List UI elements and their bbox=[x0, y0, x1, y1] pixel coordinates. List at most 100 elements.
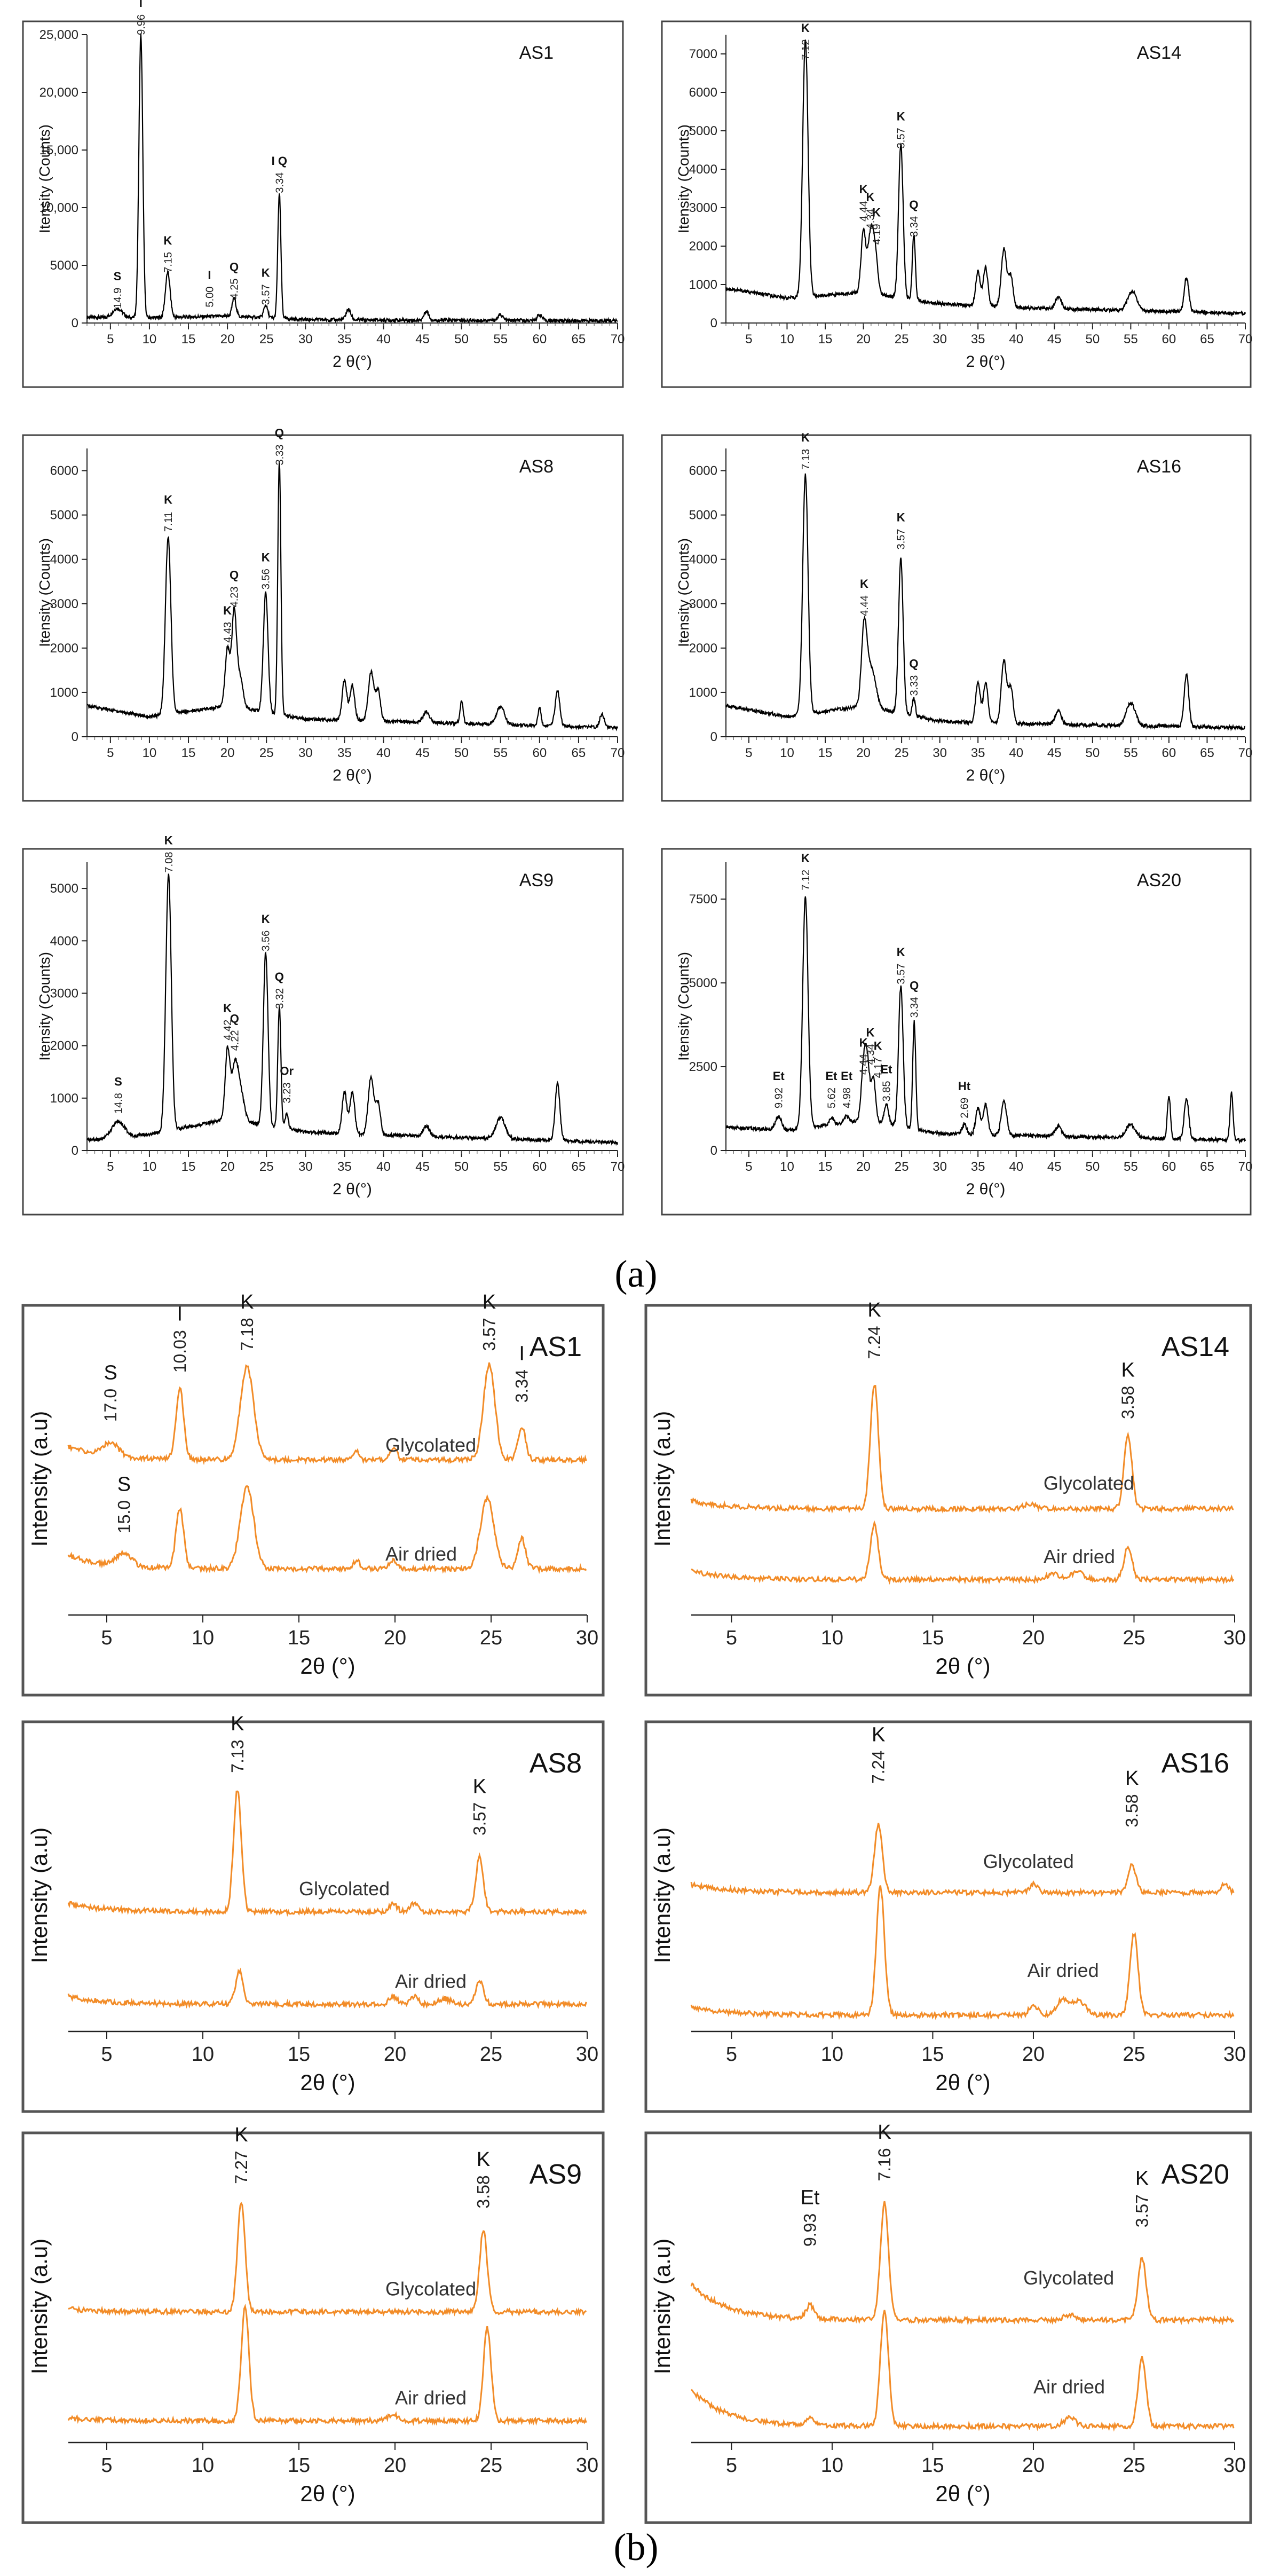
peak-phase: I bbox=[177, 1303, 183, 1326]
x-axis-label: 2 θ(°) bbox=[966, 1180, 1006, 1198]
y-axis-label: Intensity (a.u) bbox=[650, 1827, 675, 1963]
y-axis-label: Itensity (Counts) bbox=[675, 952, 692, 1061]
x-tick-label: 40 bbox=[1009, 1160, 1023, 1174]
peak-phase: S bbox=[114, 1075, 122, 1088]
chart-panel-1: AS1 5 10 15 20 25 30 35 40 45 50 55 60 65 70 2 θ(°) 0 500… bbox=[22, 0, 625, 388]
peak-label: 3.57 K bbox=[1133, 2168, 1152, 2228]
x-axis-label: 2θ (°) bbox=[935, 2481, 990, 2506]
series-trace-glycolated bbox=[690, 1385, 1234, 1514]
peak-phase: K bbox=[477, 2148, 490, 2171]
x-tick-label: 5 bbox=[726, 2043, 737, 2066]
peak-phase: K bbox=[866, 191, 874, 204]
y-tick-label: 7000 bbox=[689, 47, 717, 61]
peak-label: 10.03 I bbox=[170, 1303, 189, 1373]
peak-d-spacing: 3.33 bbox=[908, 675, 920, 696]
peak-phase: K bbox=[897, 946, 905, 959]
peak-d-spacing: 4.43 bbox=[222, 622, 234, 643]
x-tick-label: 5 bbox=[101, 1627, 112, 1649]
x-tick-label: 5 bbox=[101, 2043, 112, 2066]
peak-phase: K bbox=[234, 2124, 248, 2146]
panel-frame bbox=[22, 434, 624, 802]
peak-phase: K bbox=[163, 234, 172, 247]
x-tick-label: 5 bbox=[726, 1627, 737, 1649]
y-tick-label: 4000 bbox=[50, 553, 78, 567]
peak-d-spacing: 3.32 bbox=[274, 988, 286, 1009]
peak-label: 3.85 Et bbox=[880, 1063, 892, 1102]
x-tick-label: 65 bbox=[1200, 332, 1214, 346]
x-tick-label: 30 bbox=[298, 332, 313, 346]
x-tick-label: 5 bbox=[107, 1160, 114, 1174]
peak-phase: K bbox=[866, 1026, 874, 1039]
peak-phase: Q bbox=[909, 657, 918, 671]
peak-label: 3.58 K bbox=[1123, 1767, 1142, 1827]
peak-d-spacing: 4.44 bbox=[858, 1054, 870, 1075]
x-tick-label: 15 bbox=[921, 1627, 944, 1649]
series-label: Glycolated bbox=[983, 1850, 1074, 1872]
y-tick-label: 0 bbox=[710, 1144, 717, 1158]
peak-label: 7.11 K bbox=[163, 493, 175, 532]
x-tick-label: 30 bbox=[576, 2454, 598, 2477]
panel-frame bbox=[21, 1304, 605, 1697]
peak-label: 4.22 Q bbox=[229, 1012, 241, 1051]
peak-d-spacing: 7.24 bbox=[865, 1326, 884, 1359]
peak-label: 7.16 K bbox=[875, 2121, 894, 2181]
x-tick-label: 30 bbox=[298, 746, 313, 760]
panel-title: AS9 bbox=[530, 2159, 582, 2190]
peak-label: 3.34 I Q bbox=[272, 154, 287, 193]
peak-d-spacing: 3.56 bbox=[260, 931, 272, 951]
x-tick-label: 55 bbox=[493, 746, 508, 760]
peak-phase: Q bbox=[230, 569, 239, 582]
peak-d-spacing: 3.58 bbox=[474, 2175, 493, 2208]
y-tick-label: 6000 bbox=[689, 464, 717, 478]
x-tick-label: 10 bbox=[821, 2043, 843, 2066]
x-tick-label: 30 bbox=[1223, 1627, 1246, 1649]
panel-frame bbox=[21, 2131, 605, 2524]
x-tick-label: 10 bbox=[192, 2454, 214, 2477]
peak-label: 3.58 K bbox=[1118, 1359, 1137, 1419]
peak-phase: K bbox=[867, 1299, 881, 1321]
peak-phase: Et bbox=[800, 2186, 819, 2209]
y-tick-label: 5000 bbox=[689, 508, 717, 523]
x-tick-label: 10 bbox=[821, 2454, 843, 2477]
x-axis-label: 2 θ(°) bbox=[966, 767, 1006, 784]
y-tick-label: 15,000 bbox=[39, 143, 78, 157]
x-tick-label: 20 bbox=[856, 746, 871, 760]
peak-d-spacing: 3.58 bbox=[1118, 1386, 1137, 1419]
peak-d-spacing: 7.12 bbox=[800, 870, 812, 891]
x-tick-label: 40 bbox=[1009, 332, 1023, 346]
chart-panel-9: AS8 5 10 15 20 25 30 2θ (°) Intensity (a.u) Glyco… bbox=[21, 1713, 605, 2113]
peak-d-spacing: 3.58 bbox=[1123, 1794, 1142, 1827]
series-trace-glycolated bbox=[690, 2201, 1235, 2326]
series-trace-glycolated bbox=[67, 1362, 587, 1466]
peak-d-spacing: 9.93 bbox=[800, 2213, 819, 2247]
chart-panel-2: AS14 5 10 15 20 25 30 35 40 45 50 55 60 65 70 2 θ(°) 0 10… bbox=[661, 20, 1252, 388]
y-tick-label: 5000 bbox=[50, 881, 78, 896]
x-tick-label: 10 bbox=[192, 1627, 214, 1649]
y-axis-label: Intensity (a.u) bbox=[27, 2239, 52, 2374]
y-tick-label: 0 bbox=[72, 730, 78, 744]
x-tick-label: 35 bbox=[337, 1160, 352, 1174]
x-tick-label: 15 bbox=[288, 2454, 310, 2477]
y-tick-label: 10,000 bbox=[39, 201, 78, 215]
peak-d-spacing: 4.44 bbox=[859, 595, 871, 616]
peak-label: 3.57 K bbox=[896, 109, 907, 148]
peak-d-spacing: 17.0 bbox=[101, 1389, 120, 1422]
x-tick-label: 30 bbox=[933, 332, 947, 346]
peak-d-spacing: 5.62 bbox=[826, 1088, 838, 1108]
peak-label: 3.34 I bbox=[512, 1343, 532, 1403]
y-tick-label: 1000 bbox=[50, 686, 78, 700]
peak-phase: K bbox=[164, 493, 172, 506]
peak-d-spacing: 3.57 bbox=[470, 1802, 489, 1836]
x-tick-label: 15 bbox=[921, 2043, 944, 2066]
peak-label: 7.27 K bbox=[232, 2124, 251, 2184]
y-tick-label: 2500 bbox=[689, 1060, 717, 1074]
x-tick-label: 15 bbox=[818, 746, 833, 760]
x-tick-label: 20 bbox=[220, 332, 235, 346]
y-tick-label: 4000 bbox=[689, 162, 717, 177]
y-tick-label: 2000 bbox=[689, 239, 717, 254]
x-tick-label: 20 bbox=[856, 332, 871, 346]
series-label: Glycolated bbox=[1044, 1472, 1134, 1494]
x-tick-label: 40 bbox=[376, 746, 391, 760]
peak-phase: S bbox=[114, 270, 122, 283]
y-axis-label: Intensity (a.u) bbox=[27, 1827, 52, 1963]
